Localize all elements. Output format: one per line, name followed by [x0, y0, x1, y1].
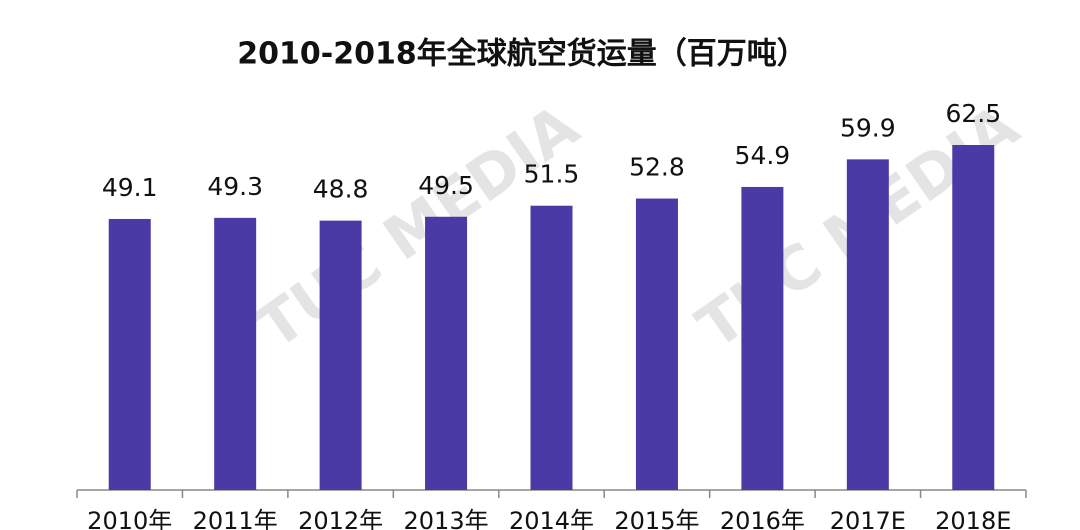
x-tick-label: 2010年 [87, 507, 172, 530]
bar [319, 220, 362, 490]
value-label: 49.1 [102, 173, 158, 202]
value-label: 54.9 [735, 141, 791, 170]
x-tick-label: 2018E [935, 507, 1011, 530]
value-label: 48.8 [313, 175, 369, 204]
x-tick-label: 2011年 [193, 507, 278, 530]
bar [214, 217, 257, 490]
x-tick-label: 2015年 [614, 507, 699, 530]
value-label: 51.5 [524, 160, 580, 189]
bar [530, 205, 573, 490]
chart-title: 2010-2018年全球航空货运量（百万吨） [237, 37, 806, 72]
x-tick-label: 2012年 [298, 507, 383, 530]
bar [952, 145, 995, 490]
x-tick-label: 2017E [830, 507, 906, 530]
value-label: 52.8 [629, 153, 685, 182]
x-tick-label: 2016年 [720, 507, 805, 530]
value-label: 49.3 [207, 172, 263, 201]
bar [108, 218, 151, 490]
bar [425, 216, 468, 490]
bar [846, 159, 889, 491]
value-label: 62.5 [945, 99, 1001, 128]
x-tick-label: 2013年 [404, 507, 489, 530]
bar [741, 186, 784, 490]
value-label: 49.5 [418, 171, 474, 200]
bar [635, 198, 678, 490]
x-tick-label: 2014年 [509, 507, 594, 530]
value-label: 59.9 [840, 113, 896, 142]
